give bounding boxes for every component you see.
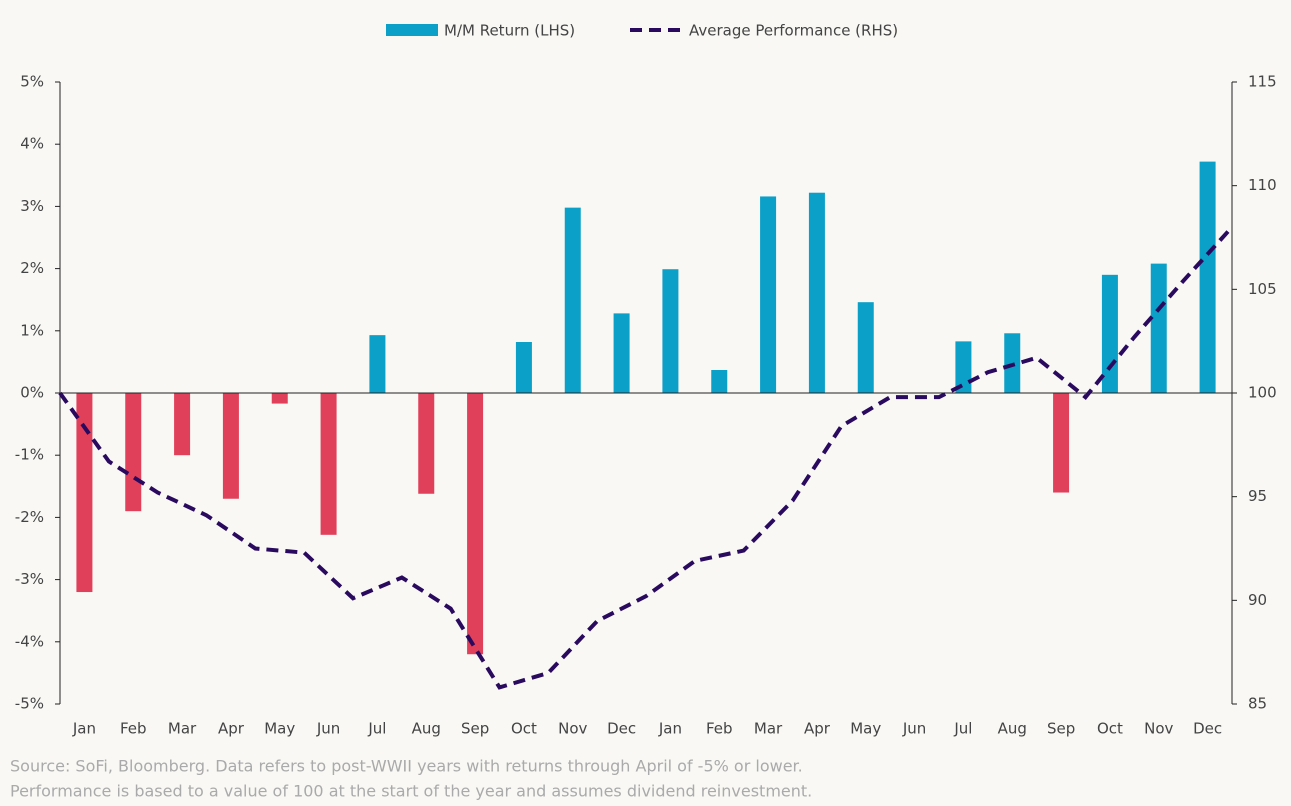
- x-tick-label: Nov: [558, 720, 587, 738]
- bar: [515, 341, 532, 393]
- bar: [760, 196, 777, 393]
- bar: [76, 393, 93, 593]
- x-tick-label: Sep: [1047, 720, 1075, 738]
- y2-tick-label: 95: [1248, 487, 1267, 505]
- x-tick-label: Jul: [953, 720, 972, 738]
- x-tick-label: Jan: [72, 720, 96, 738]
- y-tick-label: 3%: [20, 197, 44, 215]
- y2-tick-label: 85: [1248, 695, 1267, 713]
- bar: [222, 393, 239, 499]
- bar: [1053, 393, 1070, 493]
- source-note: Performance is based to a value of 100 a…: [10, 782, 812, 801]
- bar: [125, 393, 142, 512]
- y-tick-label: 0%: [20, 384, 44, 402]
- y-tick-label: 5%: [20, 73, 44, 91]
- bar: [369, 335, 386, 393]
- y-tick-label: -5%: [15, 695, 44, 713]
- x-tick-label: Jan: [658, 720, 682, 738]
- bar: [613, 313, 630, 393]
- x-tick-label: Apr: [804, 720, 831, 738]
- x-tick-label: Mar: [168, 720, 197, 738]
- legend-swatch: [386, 24, 438, 36]
- x-tick-label: Apr: [218, 720, 245, 738]
- bar: [711, 369, 728, 393]
- legend-label: Average Performance (RHS): [689, 22, 898, 40]
- bar: [174, 393, 191, 456]
- x-tick-label: Nov: [1144, 720, 1173, 738]
- x-tick-label: Sep: [461, 720, 489, 738]
- bar: [467, 393, 484, 655]
- x-tick-label: Oct: [511, 720, 537, 738]
- y-tick-label: -2%: [15, 508, 44, 526]
- y2-tick-label: 90: [1248, 591, 1267, 609]
- x-tick-label: Dec: [607, 720, 636, 738]
- bar: [320, 393, 337, 535]
- y-tick-label: 4%: [20, 135, 44, 153]
- bar: [662, 269, 679, 393]
- x-tick-label: Aug: [998, 720, 1027, 738]
- bar: [1101, 274, 1118, 393]
- x-tick-label: May: [264, 720, 295, 738]
- bar: [808, 192, 825, 393]
- y-tick-label: -3%: [15, 570, 44, 588]
- bar: [564, 207, 581, 393]
- y2-tick-label: 105: [1248, 280, 1277, 298]
- y-tick-label: 2%: [20, 259, 44, 277]
- y2-tick-label: 115: [1248, 73, 1277, 91]
- x-tick-label: Mar: [754, 720, 783, 738]
- x-tick-label: May: [850, 720, 881, 738]
- x-tick-label: Dec: [1193, 720, 1222, 738]
- bar: [1150, 263, 1167, 393]
- y2-tick-label: 100: [1248, 384, 1277, 402]
- x-tick-label: Feb: [120, 720, 147, 738]
- x-tick-label: Jun: [902, 720, 926, 738]
- y2-tick-label: 110: [1248, 176, 1277, 194]
- bar: [1199, 161, 1216, 393]
- x-tick-label: Feb: [706, 720, 733, 738]
- x-tick-label: Oct: [1097, 720, 1123, 738]
- bar: [955, 341, 972, 393]
- bar: [418, 393, 435, 494]
- y-tick-label: 1%: [20, 321, 44, 339]
- source-note: Source: SoFi, Bloomberg. Data refers to …: [10, 757, 803, 776]
- y-tick-label: -4%: [15, 632, 44, 650]
- legend-label: M/M Return (LHS): [444, 22, 575, 40]
- x-tick-label: Jun: [316, 720, 340, 738]
- y-tick-label: -1%: [15, 446, 44, 464]
- line: [58, 225, 1234, 690]
- x-tick-label: Aug: [412, 720, 441, 738]
- bar: [857, 302, 874, 393]
- bar: [271, 393, 288, 404]
- x-tick-label: Jul: [367, 720, 386, 738]
